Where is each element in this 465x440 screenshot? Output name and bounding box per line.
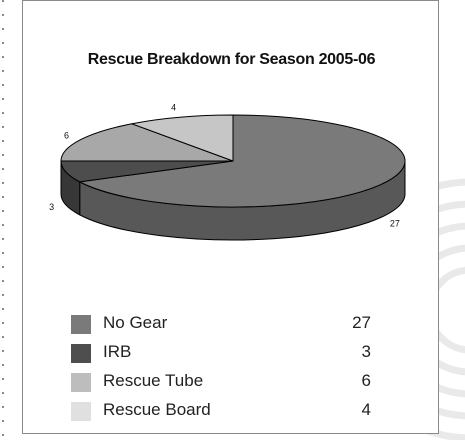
legend-item-rescue-tube: Rescue Tube 6 [71, 370, 371, 394]
legend-swatch [71, 315, 91, 334]
legend-label: IRB [103, 342, 132, 361]
pie-slice-rescue-tube [60, 123, 234, 162]
legend-item-irb: IRB 3 [71, 341, 371, 365]
legend-value: 3 [361, 342, 371, 361]
chart-frame: Rescue Breakdown for Season 2005-06 27 3 6… [22, 0, 439, 434]
legend-swatch [71, 344, 91, 363]
data-label-rescue-tube: 6 [64, 131, 69, 141]
chart-title: Rescue Breakdown for Season 2005-06 [87, 51, 376, 68]
legend-item-rescue-board: Rescue Board 4 [71, 399, 371, 423]
legend-swatch [71, 373, 91, 392]
data-label-rescue-board: 4 [171, 103, 176, 113]
legend-label: Rescue Board [103, 400, 211, 419]
data-label-irb: 3 [49, 202, 54, 212]
legend-label: No Gear [103, 313, 168, 332]
pie-chart: 27 3 6 4 [49, 103, 406, 241]
legend-item-no-gear: No Gear 27 [71, 312, 371, 336]
legend-label: Rescue Tube [103, 371, 204, 390]
data-label-no-gear: 27 [390, 218, 400, 228]
pie-slice-rescue-board [131, 114, 234, 162]
page-margin-dotted-rule [2, 0, 4, 440]
pie-slice-no-gear [79, 114, 406, 208]
legend-value: 27 [352, 313, 371, 332]
legend-value: 4 [361, 400, 371, 419]
legend-swatch [71, 402, 91, 421]
legend-value: 6 [361, 371, 371, 390]
